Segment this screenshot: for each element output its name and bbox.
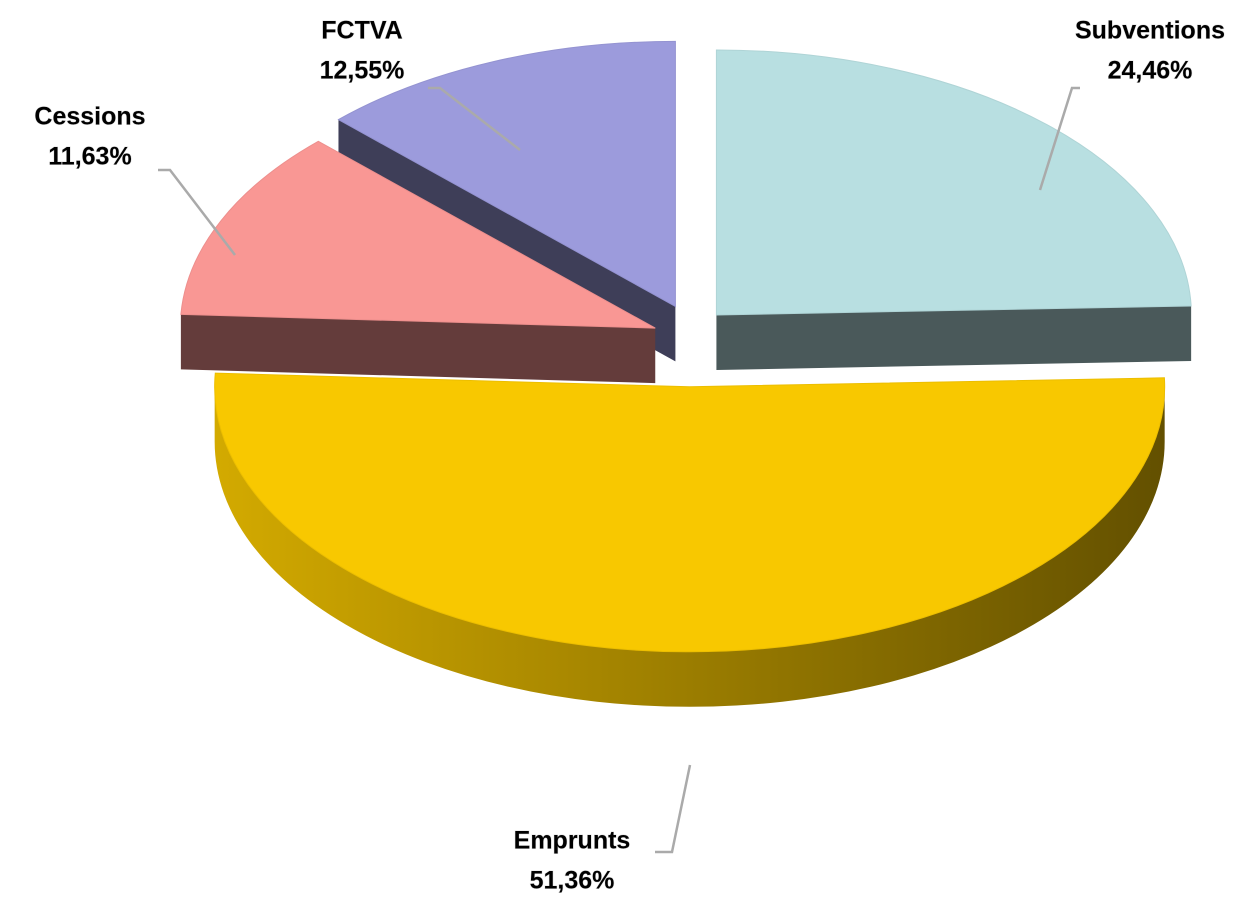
leader-line — [158, 168, 236, 256]
slice-side — [180, 314, 656, 384]
slice — [337, 40, 676, 308]
slice — [715, 49, 1192, 316]
slice-label: 12,55% — [320, 57, 405, 85]
leader-line — [655, 764, 692, 854]
slice — [214, 372, 1166, 653]
slice — [180, 140, 656, 329]
slice-side — [716, 305, 1192, 370]
slice-name: Subventions — [1075, 17, 1225, 45]
slice-label: 51,36% — [530, 867, 615, 895]
leader-line — [428, 86, 521, 151]
slice-name: FCTVA — [321, 17, 402, 45]
slice-label: 24,46% — [1108, 57, 1193, 85]
slice-label: 11,63% — [48, 143, 131, 171]
slice-side — [214, 386, 1165, 707]
slice-name: Cessions — [34, 103, 145, 131]
leader-line — [1038, 86, 1080, 191]
slice-name: Emprunts — [514, 827, 631, 855]
